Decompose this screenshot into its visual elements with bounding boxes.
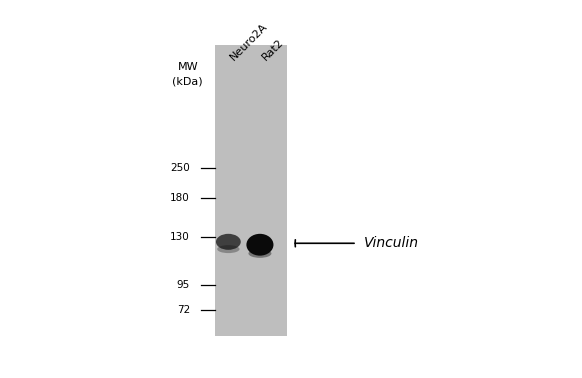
Ellipse shape <box>217 245 240 253</box>
Text: MW: MW <box>178 62 198 71</box>
Text: 250: 250 <box>171 163 190 173</box>
Text: Neuro2A: Neuro2A <box>228 22 269 63</box>
Text: 72: 72 <box>177 305 190 315</box>
Text: 180: 180 <box>171 193 190 203</box>
Text: (kDa): (kDa) <box>172 76 203 86</box>
Text: 95: 95 <box>177 280 190 290</box>
Ellipse shape <box>216 234 241 250</box>
Text: 130: 130 <box>171 232 190 242</box>
Ellipse shape <box>249 249 271 258</box>
Ellipse shape <box>246 234 274 256</box>
Text: Rat2: Rat2 <box>260 37 285 63</box>
Bar <box>215 45 287 336</box>
Text: Vinculin: Vinculin <box>364 236 418 250</box>
